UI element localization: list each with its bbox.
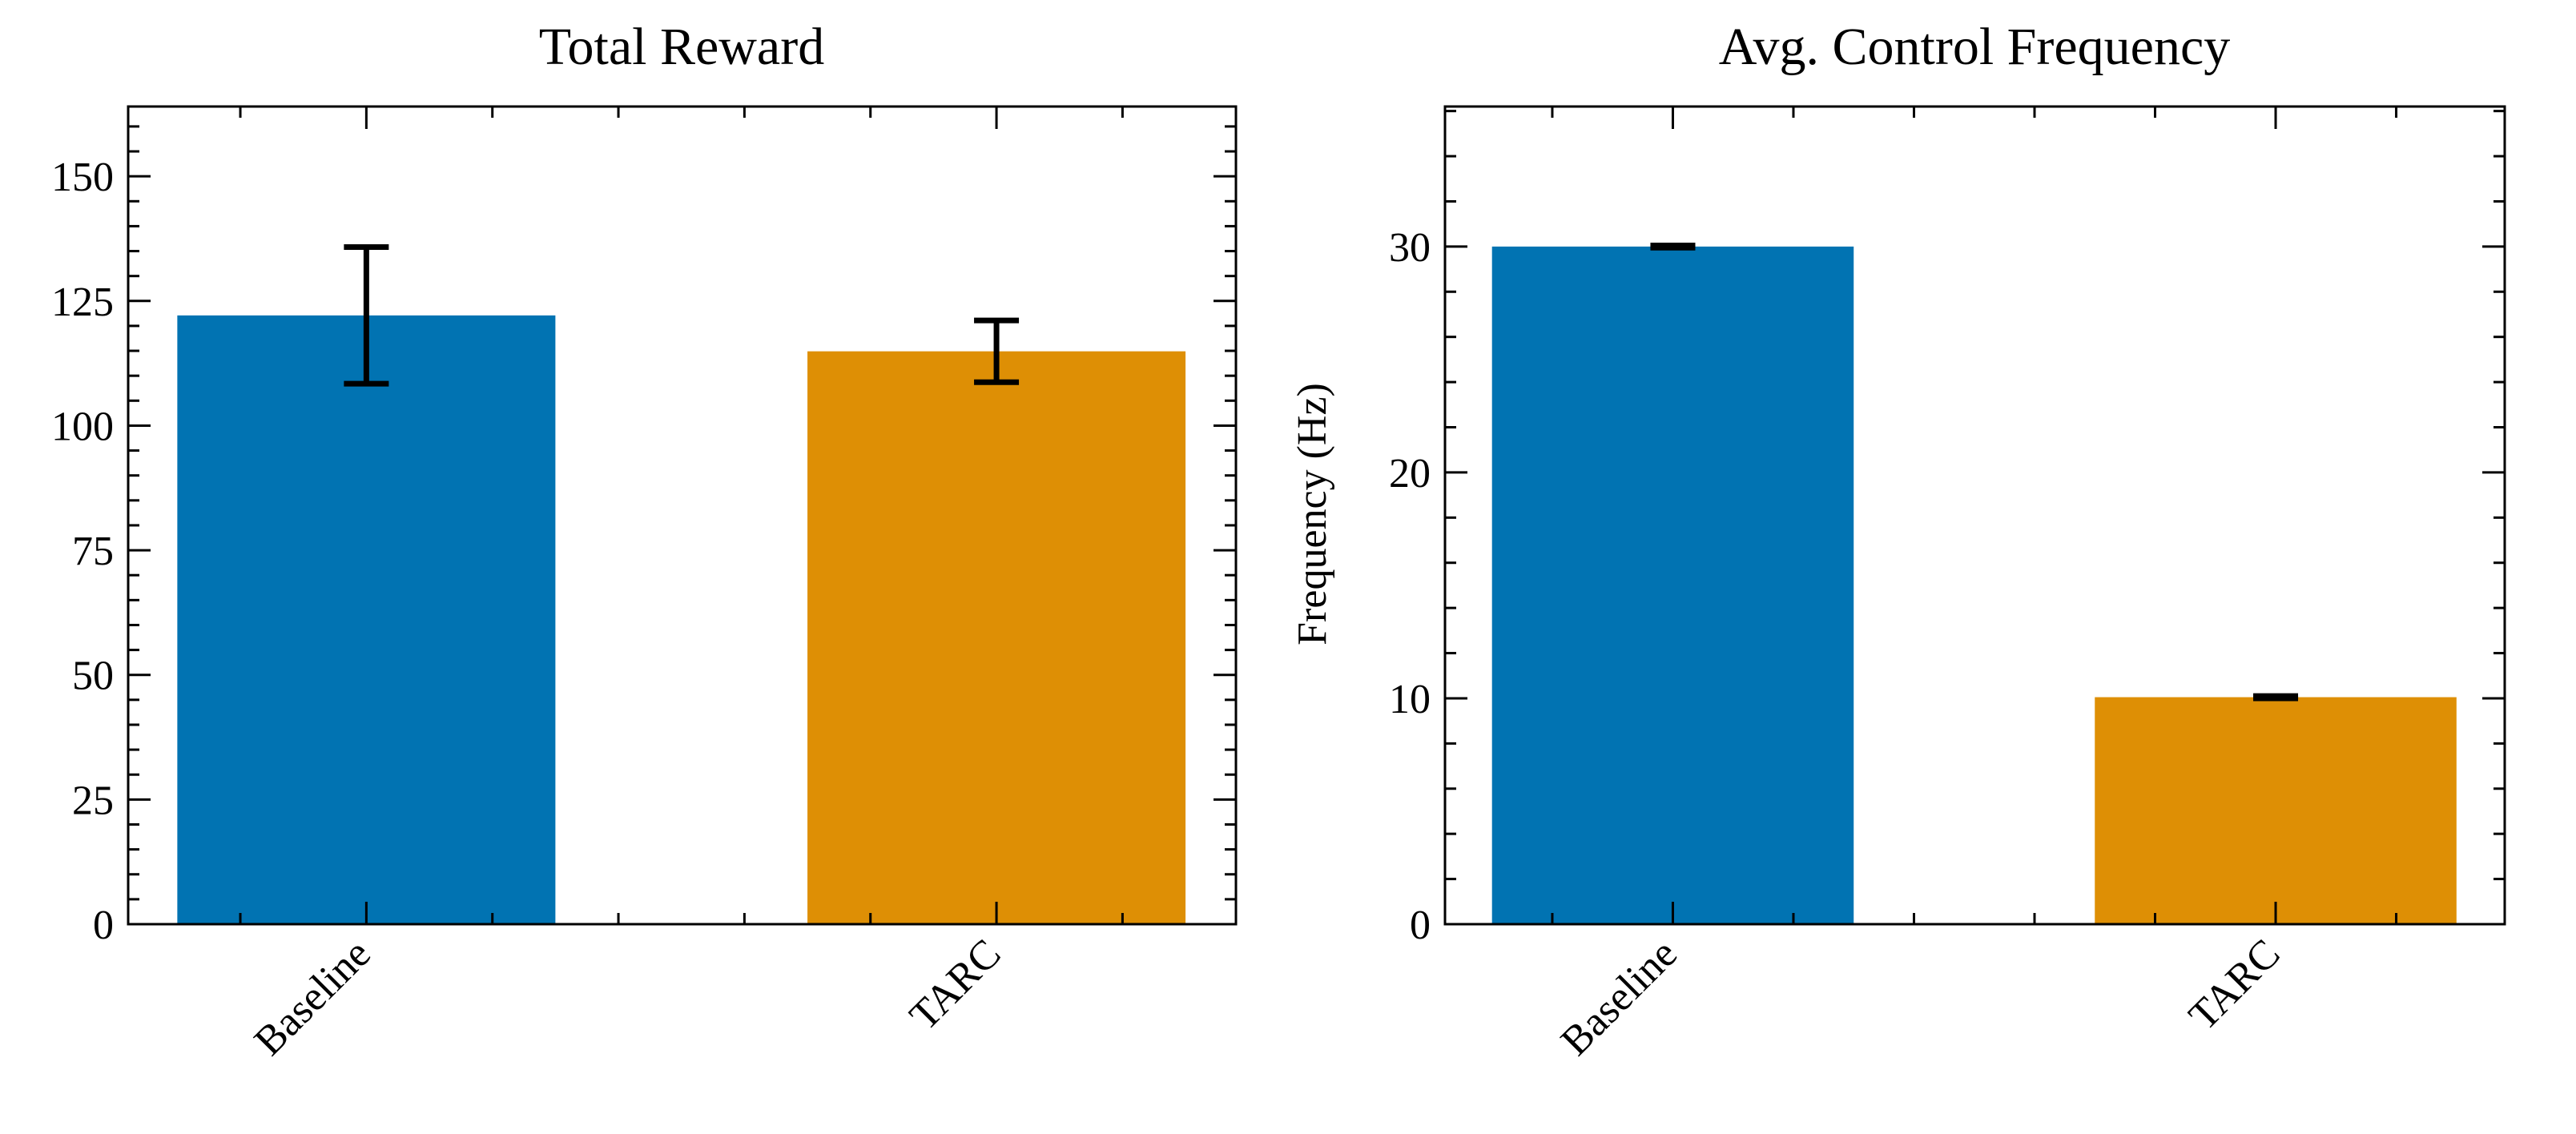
bar-tarc: [807, 351, 1186, 924]
x-tick-label: TARC: [901, 931, 1009, 1039]
y-tick-label: 25: [72, 778, 114, 823]
y-tick-label: 100: [51, 404, 114, 449]
y-tick-label: 75: [72, 529, 114, 574]
y-tick-label: 10: [1389, 677, 1431, 722]
y-axis-label: Frequency (Hz): [1290, 383, 1335, 645]
panel-control-frequency: Avg. Control Frequency Frequency (Hz) 0 1…: [1290, 18, 2506, 1064]
y-tick-label: 0: [1410, 903, 1431, 948]
bar-baseline: [1491, 246, 1854, 924]
axes-frame: [127, 105, 1238, 926]
chart-title: Total Reward: [539, 18, 824, 76]
bar-baseline: [177, 315, 556, 925]
panel-total-reward: Total Reward 0 25 50 75 100 125 150 Baseline TAR…: [51, 18, 1238, 1064]
y-tick-label: 30: [1389, 225, 1431, 271]
y-tick-label: 50: [72, 653, 114, 699]
axes-frame: [1443, 105, 2506, 926]
y-tick-label: 125: [51, 279, 114, 325]
x-tick-label: TARC: [2180, 931, 2288, 1039]
y-tick-label: 150: [51, 155, 114, 200]
chart-title: Avg. Control Frequency: [1719, 18, 2231, 76]
y-tick-label: 20: [1389, 451, 1431, 497]
bar-tarc: [2095, 697, 2457, 924]
y-tick-label: 0: [93, 903, 114, 948]
x-tick-label: Baseline: [1552, 931, 1686, 1064]
x-tick-label: Baseline: [246, 931, 380, 1064]
